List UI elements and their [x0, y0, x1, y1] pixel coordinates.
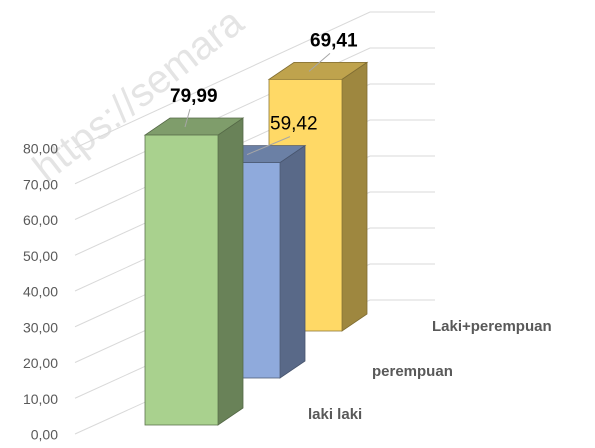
y-tick-label: 80,00 — [23, 141, 58, 157]
category-label: laki laki — [308, 406, 362, 423]
grid-line — [74, 11, 435, 149]
bar — [143, 117, 245, 426]
y-tick-label: 20,00 — [23, 355, 58, 371]
bar-front — [144, 134, 219, 426]
y-tick-label: 0,00 — [31, 427, 58, 443]
bar-side — [279, 144, 306, 379]
value-label: 59,42 — [270, 114, 318, 135]
leader-line — [184, 108, 191, 128]
bar-side — [217, 117, 244, 426]
labels: 0,00 10,00 20,00 30,00 40,00 50,00 60,00 70,00 8… — [23, 30, 552, 442]
leader-line — [308, 53, 331, 72]
y-tick-label: 40,00 — [23, 284, 58, 300]
bars — [143, 61, 369, 426]
category-label: perempuan — [372, 363, 453, 380]
y-tick-label: 30,00 — [23, 319, 58, 335]
category-label: Laki+perempuan — [432, 318, 552, 335]
value-label: 79,99 — [170, 86, 218, 107]
y-tick-label: 10,00 — [23, 391, 58, 407]
y-tick-label: 70,00 — [23, 176, 58, 192]
leader-line — [246, 136, 291, 156]
y-tick-label: 50,00 — [23, 248, 58, 264]
bar-side — [341, 61, 368, 332]
y-tick-label: 60,00 — [23, 212, 58, 228]
value-label: 69,41 — [310, 30, 358, 51]
